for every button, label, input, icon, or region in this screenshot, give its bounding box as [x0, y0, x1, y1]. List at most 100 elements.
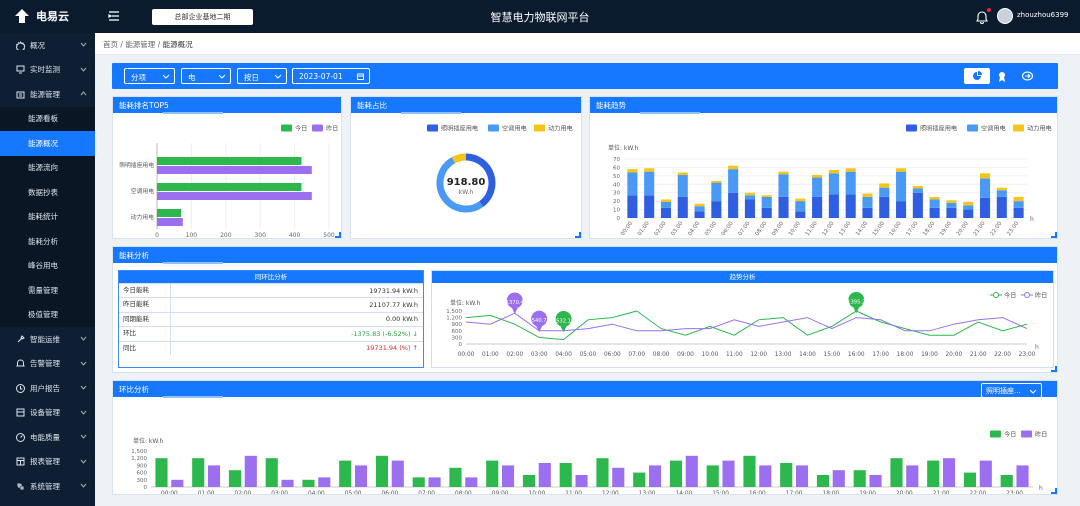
- stack-segment: [778, 171, 789, 175]
- bar-today: [302, 479, 315, 487]
- breadcrumb-parent[interactable]: 能源管理: [125, 40, 156, 49]
- legend-swatch: [906, 124, 917, 132]
- sidebar-subitem[interactable]: 数据抄表: [0, 180, 95, 205]
- menu-toggle-icon[interactable]: [107, 9, 121, 23]
- chevron-path: [80, 42, 87, 47]
- bar-today: [780, 463, 793, 487]
- sidebar-item[interactable]: 实时监测: [0, 58, 95, 83]
- x-tick-label: 0: [155, 232, 159, 238]
- sidebar-item-label: 能源看板: [28, 114, 58, 124]
- stack-segment: [845, 168, 856, 172]
- chevron-down-icon: [1030, 389, 1036, 394]
- ring-panel: 环比分析 今日 昨日 单位: kW.h 0 300 600 900 1,200 1,500 00:…: [112, 380, 1058, 497]
- stack-segment: [761, 195, 772, 197]
- yoy-table-title: 同环比分析: [119, 271, 423, 283]
- marker-pin: [531, 310, 548, 333]
- stack-segment: [694, 211, 705, 218]
- sidebar-item[interactable]: 智能运维: [0, 327, 95, 352]
- sidebar-item-label: 极值管理: [28, 310, 58, 320]
- sidebar-subitem[interactable]: 峰谷用电: [0, 253, 95, 278]
- x-tick-label: 15:00: [824, 352, 841, 358]
- stack-segment: [896, 168, 907, 172]
- stack-segment: [828, 173, 839, 195]
- bar-today: [669, 460, 683, 487]
- sidebar-item-label: 能源管理: [30, 89, 60, 99]
- x-tick-label: 13:00: [775, 352, 792, 358]
- pie-view-button[interactable]: [964, 68, 990, 84]
- bar-today: [157, 157, 302, 165]
- bar-today: [890, 458, 903, 487]
- period-select[interactable]: 按日: [237, 68, 287, 84]
- sidebar-subitem[interactable]: 能源流向: [0, 155, 95, 180]
- stack-segment: [694, 203, 705, 207]
- username[interactable]: zhouzhou6399: [1017, 11, 1069, 19]
- x-tick-label: 14:00: [799, 352, 816, 358]
- icon-path: [17, 483, 24, 490]
- sidebar-subitem[interactable]: 能耗分析: [0, 229, 95, 254]
- avatar[interactable]: [997, 8, 1013, 24]
- legend-label: 今日: [1004, 292, 1016, 300]
- notification-dot: [987, 8, 991, 12]
- breadcrumb-home[interactable]: 首页: [103, 40, 118, 49]
- type-select[interactable]: 分项: [124, 68, 175, 84]
- bar-yesterday: [1016, 465, 1029, 487]
- stack-segment: [795, 211, 806, 218]
- x-tick-label: 19:00: [859, 491, 876, 494]
- stack-segment: [896, 201, 907, 218]
- stack-segment: [627, 169, 638, 173]
- row-value: 0.00 kW.h: [385, 315, 418, 324]
- brand-icon: [15, 9, 29, 23]
- table-row: 昨日能耗 21107.77 kW.h: [119, 297, 423, 312]
- stack-segment: [1013, 196, 1024, 202]
- award-button[interactable]: [993, 68, 1011, 84]
- sidebar-item-label: 实时监测: [30, 65, 60, 75]
- sidebar-item[interactable]: 概况: [0, 33, 95, 58]
- legend-swatch: [1024, 292, 1030, 298]
- bar-yesterday: [157, 192, 312, 200]
- energy-select[interactable]: 电: [181, 68, 231, 84]
- x-tick-label: 400: [289, 232, 301, 238]
- bar-today: [522, 475, 536, 487]
- sidebar-item[interactable]: 用户报告: [0, 376, 95, 401]
- trend-panel: 能耗趋势 照明插座用电 空调用电 动力用电 单位: kW.h 0 10 20 30 40 50 60…: [589, 96, 1058, 239]
- sidebar-subitem[interactable]: 极值管理: [0, 302, 95, 327]
- sidebar-subitem[interactable]: 能源看板: [0, 106, 95, 131]
- y-tick-label: 1,500: [446, 309, 462, 315]
- site-select[interactable]: 总部企业基地二期: [152, 9, 253, 25]
- sidebar-item[interactable]: 能源管理: [0, 82, 95, 107]
- table-row: 今日能耗 19731.94 kW.h: [119, 283, 423, 298]
- x-tick-label: 20:00: [945, 352, 962, 358]
- legend-label: 昨日: [1035, 292, 1047, 300]
- bell-icon[interactable]: [975, 10, 989, 24]
- x-tick-label: 07:00: [738, 220, 752, 237]
- stack-segment: [845, 171, 856, 195]
- export-button[interactable]: [1018, 68, 1036, 84]
- x-tick-label: 01:00: [198, 491, 215, 494]
- x-tick-label: 08:00: [455, 491, 472, 494]
- date-picker[interactable]: 2023-07-01: [292, 68, 370, 84]
- chevron-path: [80, 361, 87, 366]
- chevron-down-icon: [80, 459, 87, 464]
- sidebar-item[interactable]: 告警管理: [0, 352, 95, 377]
- sidebar-item[interactable]: 报表管理: [0, 450, 95, 475]
- sidebar-subitem[interactable]: 需量管理: [0, 278, 95, 303]
- sidebar-item[interactable]: 电能质量: [0, 425, 95, 450]
- wrench-icon: [17, 334, 25, 343]
- series-line: [465, 310, 1028, 341]
- ring-category-select[interactable]: 照明插座...: [981, 383, 1042, 398]
- brand-logo[interactable]: 电易云: [14, 8, 69, 24]
- sidebar-subitem[interactable]: 能耗统计: [0, 204, 95, 229]
- stack-segment: [879, 196, 890, 218]
- sidebar-item[interactable]: 设备管理: [0, 401, 95, 426]
- stack-segment: [677, 172, 688, 176]
- x-tick-label: 500: [323, 232, 335, 238]
- chevron-down-icon: [80, 410, 87, 415]
- sidebar-subitem[interactable]: 能源概况: [0, 131, 95, 156]
- sidebar-item[interactable]: 系统管理: [0, 474, 95, 499]
- legend-swatch: [993, 292, 999, 298]
- x-tick-label: 20:00: [956, 220, 970, 237]
- calendar-icon: [357, 73, 364, 80]
- icon-path: [16, 91, 25, 99]
- donut-total: 918.80: [447, 177, 486, 188]
- stack-segment: [862, 193, 873, 197]
